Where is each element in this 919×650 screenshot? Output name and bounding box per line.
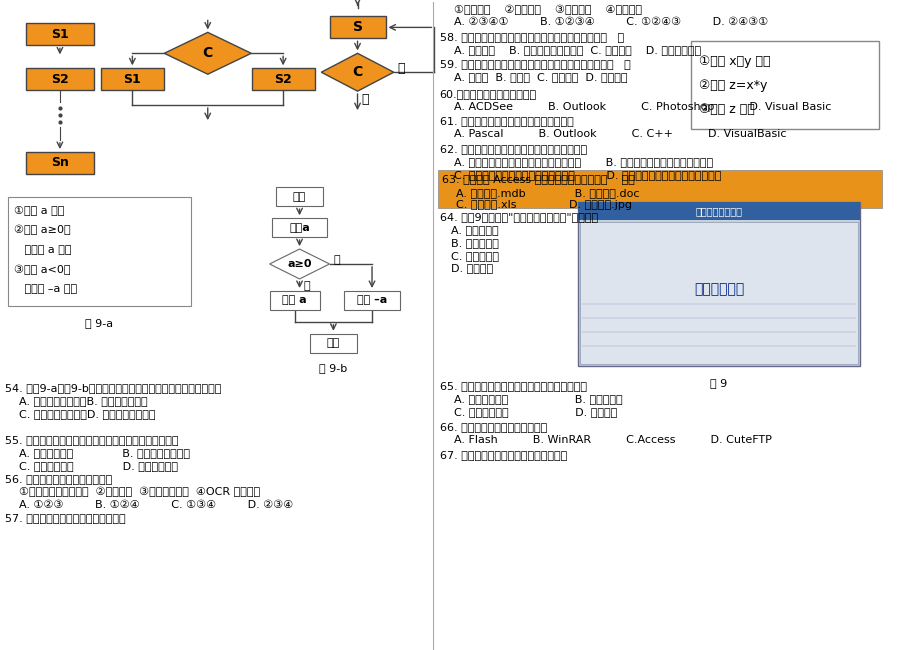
Text: 67. 下列不属于在因特网上发布信息的是: 67. 下列不属于在因特网上发布信息的是	[439, 450, 566, 460]
Text: 是: 是	[303, 281, 310, 291]
Text: 结束: 结束	[326, 338, 340, 348]
FancyBboxPatch shape	[329, 16, 385, 38]
Polygon shape	[269, 249, 329, 279]
Text: 开始: 开始	[292, 192, 306, 202]
Text: A. Pascal          B. Outlook          C. C++          D. VisualBasic: A. Pascal B. Outlook C. C++ D. VisualBas…	[439, 129, 786, 139]
FancyBboxPatch shape	[252, 68, 314, 90]
FancyBboxPatch shape	[26, 23, 94, 46]
FancyBboxPatch shape	[101, 68, 164, 90]
Text: S2: S2	[51, 73, 69, 86]
Text: C: C	[202, 46, 212, 60]
FancyBboxPatch shape	[577, 202, 859, 366]
Text: 57. 使用计算机解决问题的正确步骤是: 57. 使用计算机解决问题的正确步骤是	[5, 513, 125, 523]
Text: C. 文件夹管理: C. 文件夹管理	[451, 250, 499, 261]
Text: ①使用手写板输入汉字  ②视频聊天  ③与计算机对弈  ④OCR 文字识别: ①使用手写板输入汉字 ②视频聊天 ③与计算机对弈 ④OCR 文字识别	[5, 487, 260, 497]
FancyBboxPatch shape	[276, 187, 323, 206]
Text: D. 人工管理: D. 人工管理	[451, 263, 493, 274]
Text: Sn: Sn	[51, 157, 69, 170]
Text: 54. 如图9-a、图9-b所示，是求绝对值的算法，其描述方式分别是: 54. 如图9-a、图9-b所示，是求绝对值的算法，其描述方式分别是	[5, 383, 221, 393]
Text: 62. 以下关于信息资源管理的叙述，不正确的是: 62. 以下关于信息资源管理的叙述，不正确的是	[439, 144, 586, 154]
Text: 图 9-a: 图 9-a	[85, 318, 113, 328]
Text: 则输出 –a 的值: 则输出 –a 的值	[14, 285, 76, 294]
Text: C. 商品销售.xls               D. 商品销售.jpg: C. 商品销售.xls D. 商品销售.jpg	[441, 200, 631, 210]
Text: C. 自然语言、伪代码D. 流程图、自然语言: C. 自然语言、伪代码D. 流程图、自然语言	[5, 409, 155, 419]
Text: 输出 –a: 输出 –a	[357, 295, 387, 306]
Text: A. 卡片式管理: A. 卡片式管理	[451, 225, 498, 235]
Text: ②计算 z=x*y: ②计算 z=x*y	[698, 79, 766, 92]
Text: C. 个人藏书不是信息资源，不需要管理         D. 图书馆藏书是信息资源，需要管理: C. 个人藏书不是信息资源，不需要管理 D. 图书馆藏书是信息资源，需要管理	[439, 170, 720, 180]
FancyBboxPatch shape	[26, 152, 94, 174]
Text: 59. 如右所示，是计算两数之积的算法，其描述方式是（   ）: 59. 如右所示，是计算两数之积的算法，其描述方式是（ ）	[439, 59, 630, 70]
FancyBboxPatch shape	[7, 197, 191, 306]
FancyBboxPatch shape	[437, 170, 881, 208]
Text: C. 网络售票系统                   D. 网上银行: C. 网络售票系统 D. 网上银行	[439, 407, 617, 417]
Polygon shape	[321, 53, 393, 91]
Text: 66. 下列属于数据库管理系统的是: 66. 下列属于数据库管理系统的是	[439, 422, 546, 432]
Text: 图 9-b: 图 9-b	[319, 363, 347, 372]
Text: ②如果 a≥0，: ②如果 a≥0，	[14, 225, 70, 235]
Text: 图 9: 图 9	[709, 378, 727, 388]
Text: A. Flash          B. WinRAR          C.Access          D. CuteFTP: A. Flash B. WinRAR C.Access D. CuteFTP	[439, 435, 771, 445]
Text: S2: S2	[274, 73, 291, 86]
Text: A. 自然语言、流程图B. 伪代码、流程图: A. 自然语言、流程图B. 伪代码、流程图	[5, 396, 147, 406]
Text: S1: S1	[123, 73, 142, 86]
Text: 则输出 a 的值: 则输出 a 的值	[14, 244, 71, 255]
Text: 63. 下列属于 Access 创建的数据库文件的是（    ）。: 63. 下列属于 Access 创建的数据库文件的是（ ）。	[441, 174, 634, 184]
Text: A. ACDSee          B. Outlook          C. Photoshop          D. Visual Basic: A. ACDSee B. Outlook C. Photoshop D. Vis…	[439, 102, 830, 112]
Text: 是: 是	[361, 93, 369, 106]
Text: A. 商品销售.mdb              B. 商品销售.doc: A. 商品销售.mdb B. 商品销售.doc	[441, 188, 639, 198]
Text: S: S	[352, 20, 362, 34]
Text: 否: 否	[397, 62, 404, 75]
FancyBboxPatch shape	[344, 291, 400, 310]
Text: A. 电视电话会议                   B. 网上图书馆: A. 电视电话会议 B. 网上图书馆	[439, 394, 621, 404]
Text: 56. 下列应用了人工智能技术的是: 56. 下列应用了人工智能技术的是	[5, 474, 112, 484]
FancyBboxPatch shape	[577, 202, 859, 220]
Text: 64. 如图9所示，该"学籍信息管理系统"采用的是: 64. 如图9所示，该"学籍信息管理系统"采用的是	[439, 212, 597, 222]
Text: C. 语音识别技术              D. 笔面识别技术: C. 语音识别技术 D. 笔面识别技术	[5, 461, 177, 471]
Text: ①输入 a 的值: ①输入 a 的值	[14, 205, 63, 214]
Text: 60.下列属于程序设计语言的是: 60.下列属于程序设计语言的是	[439, 89, 536, 99]
Text: 58. 下列选项中，最适合用计算机编程解决的问题是（   ）: 58. 下列选项中，最适合用计算机编程解决的问题是（ ）	[439, 32, 623, 42]
Text: ①分析问题    ②设计算法    ③设计运行    ④编写程序: ①分析问题 ②设计算法 ③设计运行 ④编写程序	[439, 5, 641, 15]
Text: A. 下载图片    B. 计算导弹的飞行轨迹  C. 编辑网页    D. 发送电子邮件: A. 下载图片 B. 计算导弹的飞行轨迹 C. 编辑网页 D. 发送电子邮件	[439, 46, 700, 55]
Text: A. 模式识别技术              B. 自然语言理解技术: A. 模式识别技术 B. 自然语言理解技术	[5, 448, 189, 458]
Text: S1: S1	[51, 28, 69, 41]
Text: ①输入 x、y 的值: ①输入 x、y 的值	[698, 55, 769, 68]
Text: ③如果 a<0，: ③如果 a<0，	[14, 265, 70, 275]
Text: B. 数据库管理: B. 数据库管理	[451, 238, 499, 248]
FancyBboxPatch shape	[310, 333, 357, 353]
FancyBboxPatch shape	[269, 291, 320, 310]
Polygon shape	[165, 32, 251, 74]
Text: 学生信息统计: 学生信息统计	[693, 282, 743, 296]
FancyBboxPatch shape	[272, 218, 326, 237]
Text: 65. 下列不属于计算机网络数据库应用系统的是: 65. 下列不属于计算机网络数据库应用系统的是	[439, 381, 586, 391]
Text: 输入a: 输入a	[289, 223, 310, 233]
FancyBboxPatch shape	[579, 222, 857, 364]
Text: 否: 否	[333, 255, 340, 265]
Text: A. 学生体质情况表是信息资源，需要管理       B. 音像资料是信息资源，需要管理: A. 学生体质情况表是信息资源，需要管理 B. 音像资料是信息资源，需要管理	[439, 157, 712, 167]
Text: a≥0: a≥0	[287, 259, 312, 269]
Text: C: C	[352, 65, 362, 79]
Text: A. ①②③         B. ①②④         C. ①③④         D. ②③④: A. ①②③ B. ①②④ C. ①③④ D. ②③④	[5, 500, 293, 510]
Text: A. ②③④①         B. ①②③④         C. ①②④③         D. ②④③①: A. ②③④① B. ①②③④ C. ①②④③ D. ②④③①	[439, 18, 767, 27]
FancyBboxPatch shape	[690, 42, 879, 129]
Text: A. 伪代码  B. 流程图  C. 自然语言  D. 数学语言: A. 伪代码 B. 流程图 C. 自然语言 D. 数学语言	[439, 72, 627, 83]
Text: 输出 a: 输出 a	[282, 295, 307, 306]
Text: 学籍信息管理系统: 学籍信息管理系统	[695, 205, 742, 216]
Text: ③输出 z 的值: ③输出 z 的值	[698, 103, 754, 116]
Text: 55. 金山词霸可以实现中英文翻译，它应用了人工智能的: 55. 金山词霸可以实现中英文翻译，它应用了人工智能的	[5, 435, 178, 445]
Text: 61. 下列选项中，不属于程序设计语言的是: 61. 下列选项中，不属于程序设计语言的是	[439, 116, 573, 126]
FancyBboxPatch shape	[26, 68, 94, 90]
